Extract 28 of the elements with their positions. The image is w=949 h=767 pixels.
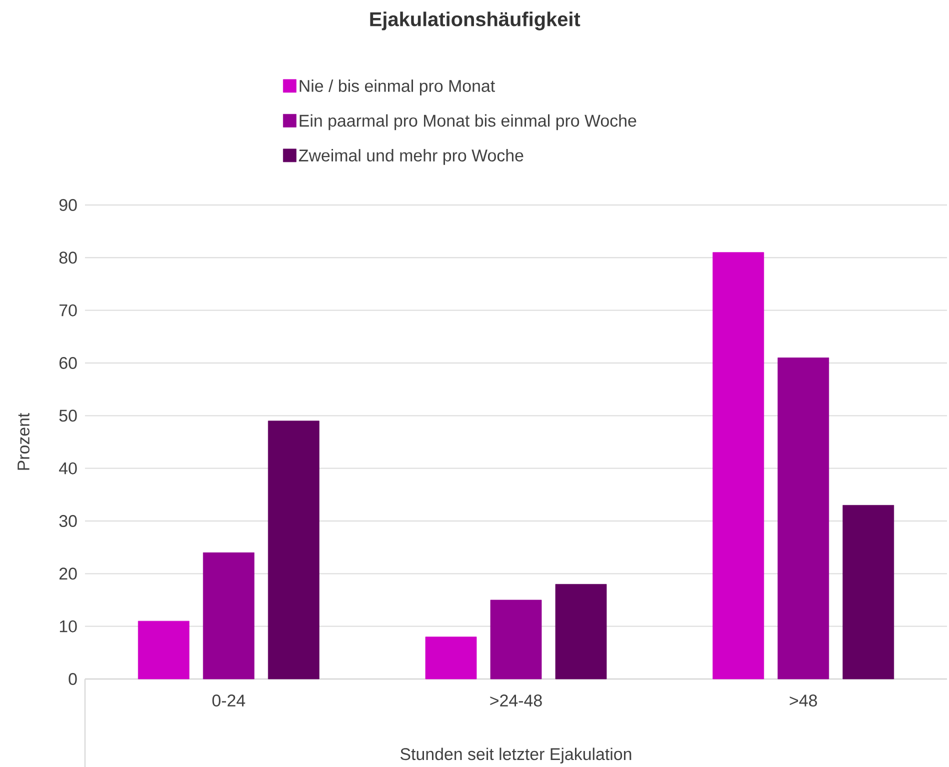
bar [712, 252, 764, 680]
y-tick-label: 90 [59, 198, 77, 211]
y-tick-label: 80 [59, 252, 77, 264]
x-axis-title: Stunden seit letzter Ejakulation [400, 748, 632, 764]
legend-label: Ein paarmal pro Monat bis einmal pro Woche [300, 114, 636, 130]
bar [490, 600, 542, 680]
y-axis-title: Prozent [18, 412, 30, 470]
y-tick-label: 60 [60, 357, 77, 369]
y-tick-label: 10 [60, 620, 77, 632]
chart-title: Ejakulationshäufigkeit [370, 12, 580, 30]
x-tick-label: >48 [790, 694, 817, 707]
y-tick-label: 50 [59, 410, 77, 422]
legend-label: Zweimal und mehr pro Woche [298, 149, 524, 165]
y-tick-label: 30 [59, 515, 77, 527]
bar [202, 552, 254, 680]
bar [555, 584, 607, 680]
y-tick-label: 0 [68, 673, 77, 685]
x-tick-label: 0-24 [212, 694, 246, 707]
y-tick-label: 70 [60, 304, 77, 316]
y-tick-label: 20 [60, 568, 77, 580]
bar [268, 420, 320, 680]
bar [842, 505, 894, 680]
bar [425, 636, 477, 680]
y-tick-label: 40 [59, 462, 77, 474]
bar [778, 358, 830, 680]
legend-label: Nie / bis einmal pro Monat [300, 80, 495, 96]
bar [138, 620, 190, 680]
x-tick-label: >24-48 [490, 694, 542, 707]
